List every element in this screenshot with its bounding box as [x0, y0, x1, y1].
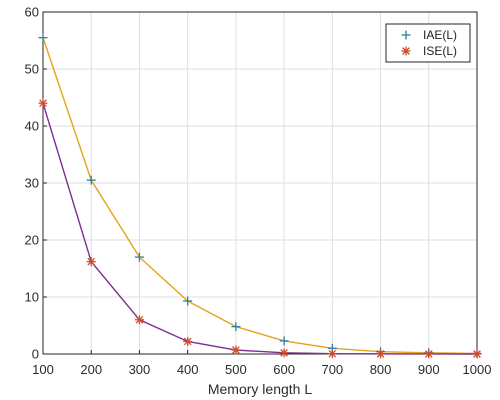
data-point-ise-l — [86, 257, 96, 267]
x-tick-label: 800 — [370, 362, 392, 377]
data-point-ise-l — [231, 345, 241, 355]
legend-label-iae-l: IAE(L) — [423, 28, 457, 42]
data-point-ise-l — [134, 315, 144, 325]
data-point-ise-l — [279, 348, 289, 358]
x-tick-label: 1000 — [463, 362, 492, 377]
y-tick-label: 40 — [25, 119, 39, 134]
data-point-iae-l — [38, 33, 48, 43]
y-tick-label: 60 — [25, 5, 39, 20]
x-tick-label: 300 — [129, 362, 151, 377]
series-line-ise-l — [42, 102, 478, 355]
series-group — [38, 33, 482, 359]
data-point-iae-l — [86, 175, 96, 185]
x-tick-label: 400 — [177, 362, 199, 377]
legend-label-ise-l: ISE(L) — [423, 44, 457, 58]
x-tick-label: 700 — [321, 362, 343, 377]
data-point-iae-l — [183, 296, 193, 306]
data-point-ise-l — [376, 349, 386, 359]
legend-box — [385, 23, 471, 63]
legend-marker-ise-l — [401, 46, 411, 56]
legend: IAE(L) ISE(L) — [385, 23, 471, 63]
y-tick-label: 20 — [25, 233, 39, 248]
y-tick-label: 50 — [25, 62, 39, 77]
data-point-iae-l — [279, 336, 289, 346]
data-point-iae-l — [231, 322, 241, 332]
data-point-ise-l — [327, 349, 337, 359]
data-point-iae-l — [134, 252, 144, 262]
x-axis-title: Memory length L — [208, 381, 312, 397]
grid — [43, 12, 477, 354]
data-point-ise-l — [472, 349, 482, 359]
y-tick-label: 30 — [25, 176, 39, 191]
legend-marker-iae-l — [401, 30, 411, 40]
x-tick-label: 600 — [273, 362, 295, 377]
x-tick-label: 100 — [32, 362, 54, 377]
data-point-ise-l — [38, 98, 48, 108]
x-tick-label: 200 — [80, 362, 102, 377]
data-point-ise-l — [424, 349, 434, 359]
y-tick-label: 0 — [32, 347, 39, 362]
x-tick-label: 900 — [418, 362, 440, 377]
x-tick-label: 500 — [225, 362, 247, 377]
data-point-ise-l — [183, 336, 193, 346]
axis-ticks: 100 200 300 400 500 600 700 800 900 1000 0 10 20 30 40… — [25, 5, 492, 378]
y-tick-label: 10 — [25, 290, 39, 305]
series-line-iae-l — [42, 37, 478, 355]
